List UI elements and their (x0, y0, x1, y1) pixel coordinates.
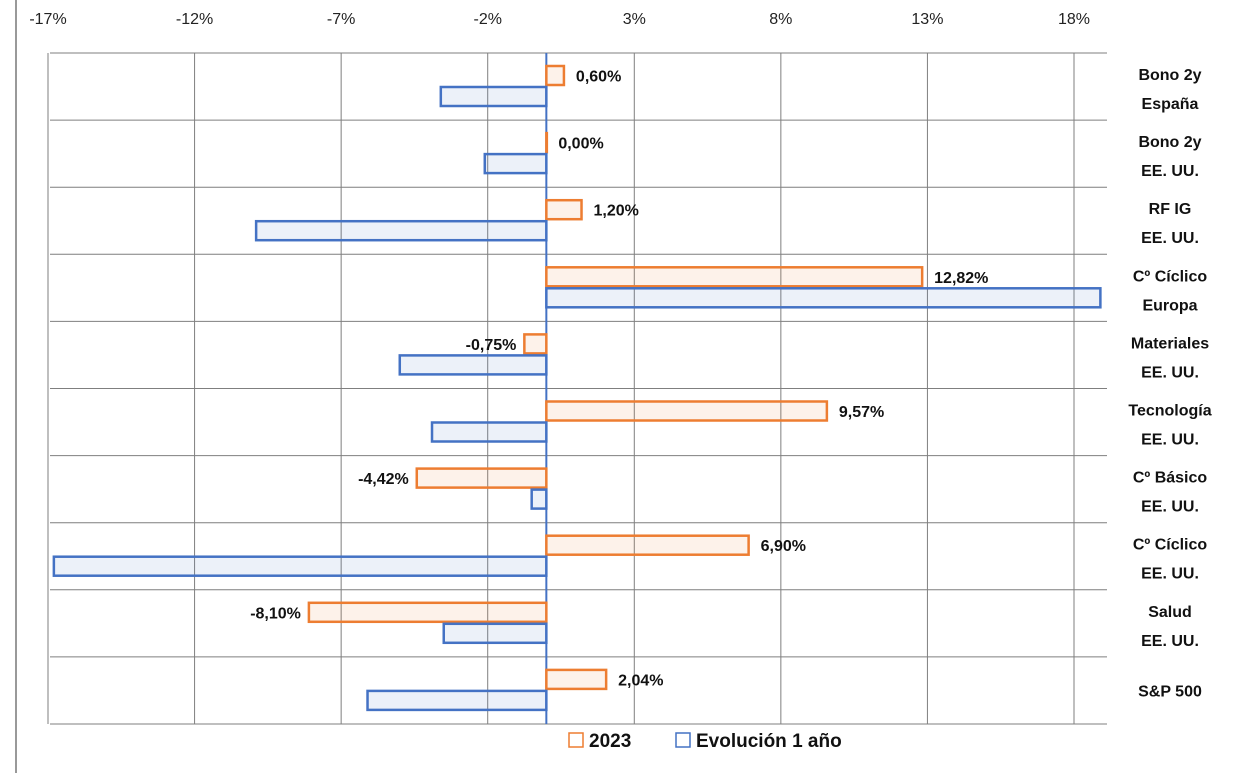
data-label-2023: 0,00% (558, 136, 603, 153)
legend-swatch (675, 732, 691, 748)
category-label: Cº Básico (1133, 470, 1208, 487)
category-label: Bono 2y (1138, 134, 1201, 151)
bar-evolucion-1-ano (52, 555, 548, 577)
data-label-2023: 12,82% (934, 270, 988, 287)
category-label: Cº Cíclico (1133, 268, 1208, 285)
x-tick-label: 13% (911, 11, 943, 28)
category-label: EE. UU. (1141, 499, 1199, 516)
category-label: EE. UU. (1141, 163, 1199, 180)
bar-evolucion-1-ano (442, 622, 548, 645)
bar-2023 (545, 534, 750, 556)
category-label: Cº Cíclico (1133, 537, 1208, 554)
data-label-2023: 0,60% (576, 69, 621, 86)
bar-2023 (415, 467, 548, 489)
bar-2023 (307, 601, 548, 624)
bar-2023 (545, 668, 608, 691)
data-label-2023: -0,75% (466, 337, 517, 354)
x-tick-label: 3% (623, 11, 646, 28)
category-label: Tecnología (1128, 403, 1211, 420)
data-label-2023: -4,42% (358, 471, 409, 488)
bar-evolucion-1-ano (366, 689, 548, 712)
x-tick-label: -7% (327, 11, 355, 28)
category-label: Bono 2y (1138, 67, 1201, 84)
data-label-2023: 6,90% (761, 538, 806, 555)
bars (52, 64, 1102, 712)
bar-evolucion-1-ano (530, 488, 548, 510)
bar-evolucion-1-ano (483, 152, 548, 175)
category-label: S&P 500 (1138, 683, 1202, 700)
bar-2023 (545, 198, 583, 221)
category-label: Materiales (1131, 335, 1209, 352)
bar-evolucion-1-ano (430, 421, 548, 443)
legend-swatch (568, 732, 584, 748)
bar-2023 (545, 266, 924, 288)
x-tick-label: 18% (1058, 11, 1090, 28)
x-tick-label: -2% (473, 11, 501, 28)
category-label: EE. UU. (1141, 230, 1199, 247)
data-label-2023: 9,57% (839, 404, 884, 421)
data-label-2023: 1,20% (594, 203, 639, 220)
category-label: EE. UU. (1141, 633, 1199, 650)
category-label: España (1142, 96, 1199, 113)
category-label: Salud (1148, 604, 1192, 621)
category-label: EE. UU. (1141, 432, 1199, 449)
bar-2023 (545, 64, 566, 87)
data-label-2023: -8,10% (250, 605, 301, 622)
bar-evolucion-1-ano (545, 287, 1102, 309)
category-label: EE. UU. (1141, 364, 1199, 381)
bar-evolucion-1-ano (398, 354, 548, 376)
data-label-2023: 2,04% (618, 672, 663, 689)
category-label: EE. UU. (1141, 566, 1199, 583)
bar-2023 (523, 333, 548, 355)
bar-2023 (545, 400, 829, 422)
x-tick-label: -17% (29, 11, 66, 28)
data-labels: 0,60% 0,00% 1,20% 12,82% -0,75% 9,57% -4,42% 6,… (250, 69, 988, 690)
x-tick-label: 8% (769, 11, 792, 28)
category-labels: Bono 2y España Bono 2y EE. UU. RF IG EE. UU. C… (1128, 67, 1211, 700)
legend: 2023 Evolución 1 año (568, 731, 842, 752)
x-tick-label: -12% (176, 11, 213, 28)
legend-item-2023: 2023 (589, 731, 631, 752)
category-label: Europa (1142, 297, 1197, 314)
bar-2023 (545, 131, 549, 154)
bar-evolucion-1-ano (439, 85, 548, 108)
category-label: RF IG (1149, 201, 1192, 218)
gridlines (15, 0, 1107, 773)
x-axis-tick-labels: -17% -12% -7% -2% 3% 8% 13% 18% (29, 11, 1090, 28)
legend-item-evolucion-1-ano: Evolución 1 año (696, 731, 842, 752)
bar-evolucion-1-ano (254, 219, 548, 242)
